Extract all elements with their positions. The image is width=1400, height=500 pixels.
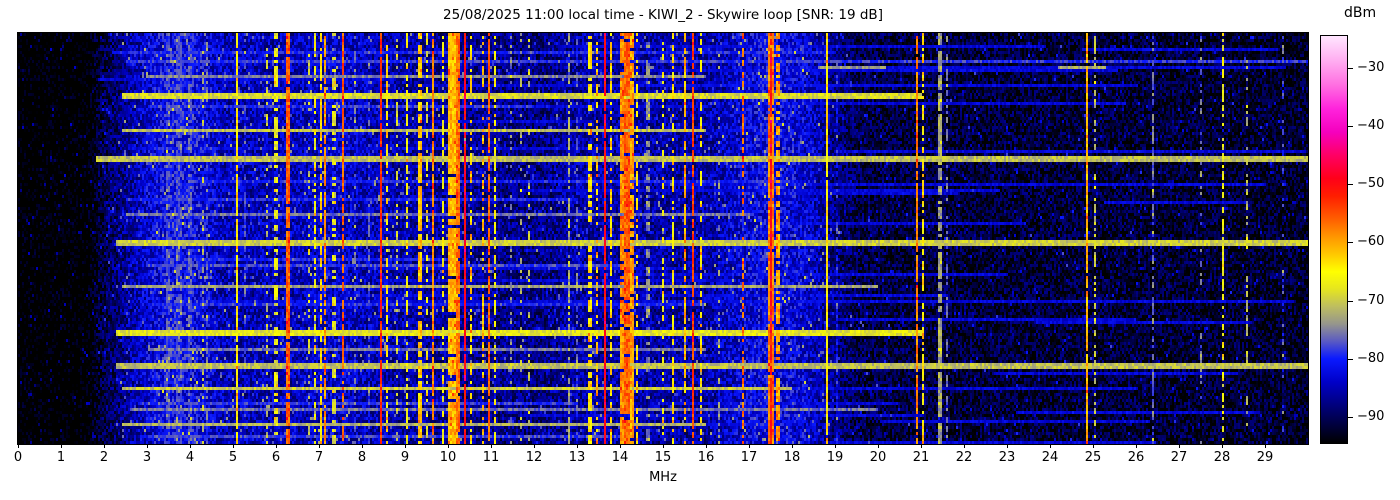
x-tick-label: 21	[912, 450, 930, 465]
x-tick-label: 5	[228, 450, 238, 465]
x-tick-mark	[147, 444, 148, 448]
x-tick-label: 8	[357, 450, 367, 465]
x-tick-mark	[276, 444, 277, 448]
colorbar-tick-mark	[1348, 300, 1353, 302]
x-tick-label: 26	[1127, 450, 1145, 465]
x-tick-mark	[577, 444, 578, 448]
plot-area	[17, 32, 1309, 445]
x-tick-mark	[835, 444, 836, 448]
x-tick-mark	[1050, 444, 1051, 448]
x-tick-mark	[1136, 444, 1137, 448]
x-tick-label: 3	[142, 450, 152, 465]
colorbar-tick-label: −40	[1357, 118, 1385, 134]
spectrogram-canvas	[18, 33, 1308, 444]
colorbar-tick-mark	[1348, 242, 1353, 244]
x-tick-label: 15	[654, 450, 672, 465]
x-tick-mark	[1093, 444, 1094, 448]
colorbar-tick-mark	[1348, 416, 1353, 418]
x-tick-mark	[663, 444, 664, 448]
x-tick-label: 14	[611, 450, 629, 465]
x-tick-label: 4	[185, 450, 195, 465]
x-tick-label: 19	[826, 450, 844, 465]
x-tick-label: 24	[1041, 450, 1059, 465]
x-tick-mark	[362, 444, 363, 448]
colorbar-unit-label: dBm	[1344, 5, 1377, 21]
x-axis-label: MHz	[649, 470, 677, 485]
x-tick-mark	[104, 444, 105, 448]
colorbar-tick-mark	[1348, 184, 1353, 186]
colorbar-tick-label: −60	[1357, 234, 1385, 250]
x-tick-mark	[534, 444, 535, 448]
x-tick-mark	[405, 444, 406, 448]
x-tick-label: 23	[998, 450, 1016, 465]
x-tick-mark	[491, 444, 492, 448]
x-tick-mark	[1222, 444, 1223, 448]
x-tick-label: 17	[740, 450, 758, 465]
x-tick-label: 18	[783, 450, 801, 465]
x-tick-label: 28	[1213, 450, 1231, 465]
x-tick-label: 29	[1256, 450, 1274, 465]
x-tick-label: 2	[99, 450, 109, 465]
x-tick-label: 12	[525, 450, 543, 465]
x-tick-label: 20	[869, 450, 887, 465]
x-tick-mark	[190, 444, 191, 448]
x-tick-label: 16	[697, 450, 715, 465]
x-tick-mark	[706, 444, 707, 448]
x-tick-label: 1	[56, 450, 66, 465]
x-tick-label: 25	[1084, 450, 1102, 465]
x-tick-mark	[921, 444, 922, 448]
x-tick-label: 11	[482, 450, 500, 465]
x-tick-mark	[233, 444, 234, 448]
colorbar-tick-label: −50	[1357, 176, 1385, 192]
x-tick-mark	[319, 444, 320, 448]
x-tick-mark	[448, 444, 449, 448]
x-tick-label: 7	[314, 450, 324, 465]
x-tick-label: 0	[13, 450, 23, 465]
x-tick-label: 6	[271, 450, 281, 465]
x-tick-mark	[1007, 444, 1008, 448]
x-tick-mark	[749, 444, 750, 448]
x-tick-mark	[1179, 444, 1180, 448]
x-tick-label: 22	[955, 450, 973, 465]
colorbar-tick-mark	[1348, 358, 1353, 360]
x-tick-mark	[61, 444, 62, 448]
colorbar-tick-label: −70	[1357, 292, 1385, 308]
x-tick-label: 27	[1170, 450, 1188, 465]
x-tick-label: 10	[439, 450, 457, 465]
colorbar-tick-label: −30	[1357, 59, 1385, 75]
colorbar-tick-mark	[1348, 67, 1353, 69]
colorbar-tick-label: −80	[1357, 350, 1385, 366]
chart-title: 25/08/2025 11:00 local time - KIWI_2 - S…	[443, 7, 883, 23]
x-tick-label: 9	[400, 450, 410, 465]
colorbar-tick-label: −90	[1357, 408, 1385, 424]
x-tick-label: 13	[568, 450, 586, 465]
x-tick-mark	[878, 444, 879, 448]
x-tick-mark	[18, 444, 19, 448]
x-tick-mark	[1265, 444, 1266, 448]
colorbar	[1320, 35, 1348, 444]
x-tick-mark	[620, 444, 621, 448]
x-tick-mark	[792, 444, 793, 448]
colorbar-tick-mark	[1348, 126, 1353, 128]
x-tick-mark	[964, 444, 965, 448]
